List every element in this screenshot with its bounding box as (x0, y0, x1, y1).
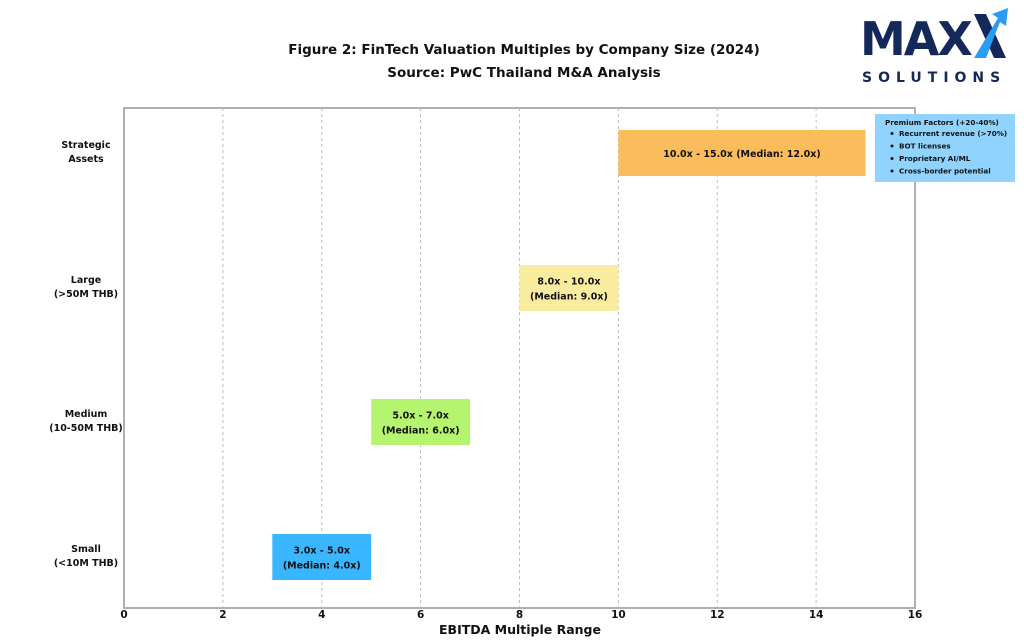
bullet-icon (890, 132, 894, 135)
y-category-label: Small (<10M THB) (54, 544, 118, 569)
y-category-label-line: Strategic (61, 140, 110, 151)
range-bar-label-line: (Median: 4.0x) (283, 561, 361, 572)
chart-title: Figure 2: FinTech Valuation Multiples by… (288, 42, 760, 58)
x-tick-label: 0 (120, 609, 127, 621)
premium-factors-box (875, 114, 1015, 182)
bullet-icon (890, 144, 894, 148)
range-bar-label-line: (Median: 6.0x) (382, 426, 460, 437)
range-bar-label-line: 8.0x - 10.0x (537, 277, 600, 288)
range-bar (371, 399, 471, 445)
range-bar (618, 130, 866, 176)
x-tick-label: 4 (318, 609, 325, 621)
range-bar-label-line: 3.0x - 5.0x (294, 546, 350, 557)
range-bar (272, 534, 372, 580)
premium-factor-item: Proprietary AI/ML (899, 154, 971, 163)
range-bar-label: 8.0x - 10.0x (Median: 9.0x) (530, 277, 608, 303)
range-bar-label: 10.0x - 15.0x (Median: 12.0x) (663, 149, 820, 160)
x-tick-label: 16 (908, 609, 923, 621)
y-category-label-line: (>50M THB) (54, 289, 118, 300)
premium-factor-item: BOT licenses (899, 142, 951, 151)
logo-tagline: SOLUTIONS (862, 70, 1007, 86)
x-tick-label: 12 (710, 609, 725, 621)
x-tick-label: 10 (611, 609, 626, 621)
range-bar-label-line: 5.0x - 7.0x (392, 411, 448, 422)
y-category-label: Strategic Assets (61, 140, 110, 165)
bullet-icon (890, 169, 894, 173)
y-category-label: Medium (10-50M THB) (49, 409, 123, 434)
y-category-label-line: Medium (65, 409, 108, 420)
range-bar-label-line: 10.0x - 15.0x (Median: 12.0x) (663, 149, 820, 160)
y-category-label-line: (10-50M THB) (49, 423, 123, 434)
range-bar (519, 265, 619, 311)
max-solutions-logo: MAX SOLUTIONS (860, 8, 1015, 90)
bullet-icon (890, 157, 894, 160)
y-category-label: Large (>50M THB) (54, 275, 118, 300)
y-category-label-line: Assets (68, 154, 104, 165)
x-tick-label: 6 (417, 609, 424, 621)
chart-subtitle: Source: PwC Thailand M&A Analysis (387, 65, 660, 81)
premium-factors-title: Premium Factors (+20-40%) (885, 118, 999, 127)
y-category-label-line: (<10M THB) (54, 558, 118, 569)
logo-x-mark-icon (974, 8, 1008, 58)
x-tick-label: 14 (809, 609, 824, 621)
range-bar-label: 5.0x - 7.0x (Median: 6.0x) (382, 411, 460, 437)
premium-factor-item: Cross-border potential (899, 167, 991, 176)
range-bar-label: 3.0x - 5.0x (Median: 4.0x) (283, 546, 361, 572)
y-category-label-line: Small (71, 544, 101, 555)
y-category-label-line: Large (71, 275, 101, 286)
x-axis-label: EBITDA Multiple Range (439, 622, 601, 637)
range-bar-label-line: (Median: 9.0x) (530, 292, 608, 303)
logo-wordmark: MAX (860, 12, 973, 66)
premium-factor-item: Recurrent revenue (>70%) (899, 129, 1007, 138)
x-tick-label: 2 (219, 609, 226, 621)
x-tick-label: 8 (516, 609, 523, 621)
